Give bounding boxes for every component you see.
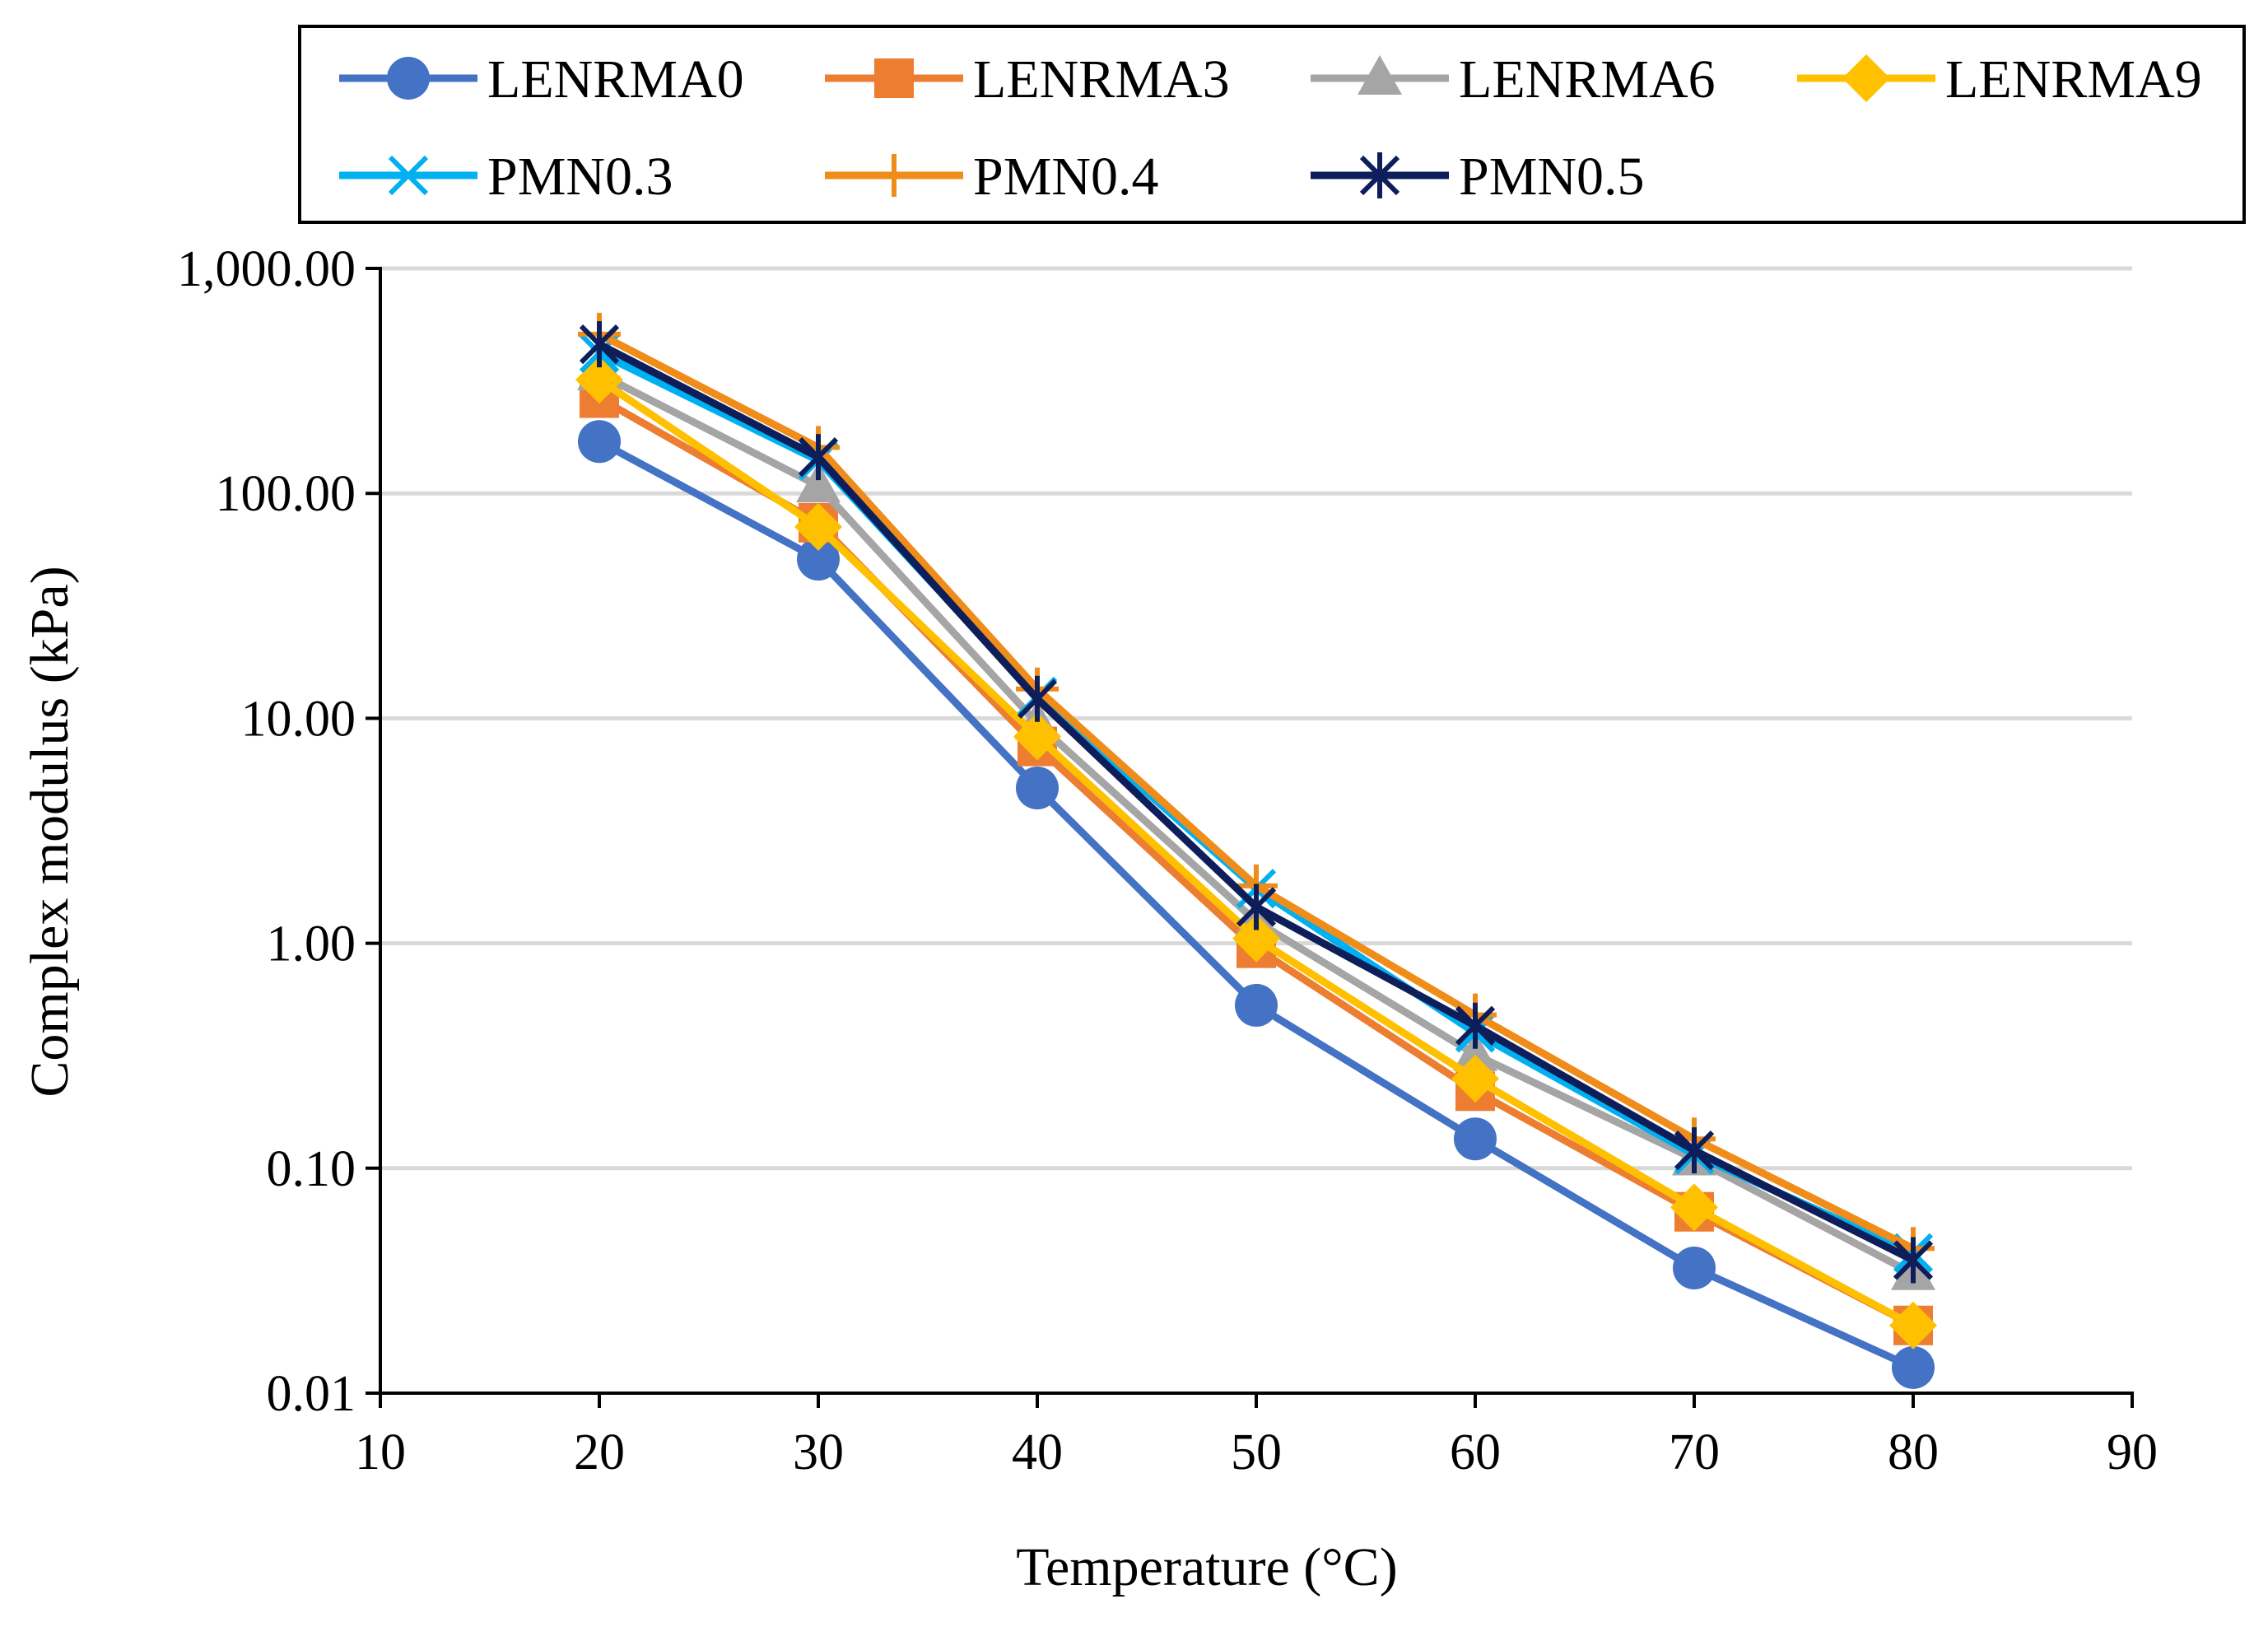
y-tick-label: 0.01	[267, 1366, 356, 1422]
legend-item-lenrma3: LENRMA3	[825, 49, 1230, 110]
legend-swatch-marker	[387, 57, 430, 100]
data-point-pmn0-5-marker	[1893, 1237, 1934, 1284]
y-tick-label: 10.00	[241, 691, 356, 747]
legend-frame	[298, 25, 2246, 224]
data-point-pmn0-5-marker	[1236, 883, 1277, 930]
legend-item-pmn0-5: PMN0.5	[1311, 147, 1645, 207]
data-point-pmn0-5-marker	[798, 434, 839, 481]
legend-item-lenrma0: LENRMA0	[339, 49, 744, 110]
legend-label: PMN0.5	[1459, 147, 1645, 207]
legend-swatch-marker	[874, 58, 914, 98]
data-point-pmn0-5-marker	[1674, 1127, 1715, 1174]
y-tick-label: 0.10	[267, 1141, 356, 1197]
data-point-lenrma9-marker	[794, 502, 842, 551]
data-point-lenrma9-marker	[1451, 1055, 1499, 1103]
series-lenrma9	[575, 356, 1937, 1350]
series-pmn0-5	[579, 321, 1934, 1284]
data-point-pmn0-5-marker	[1455, 1002, 1496, 1049]
data-point-lenrma9-marker	[1013, 712, 1061, 761]
y-tick-label: 100.00	[216, 466, 356, 522]
x-tick-label: 90	[2107, 1424, 2158, 1480]
legend-label: PMN0.4	[973, 147, 1159, 207]
legend-label: LENRMA0	[487, 49, 744, 110]
legend-item-pmn0-3: PMN0.3	[339, 147, 673, 207]
data-point-pmn0-5-marker	[1017, 675, 1058, 722]
gridlines	[380, 266, 2132, 1171]
data-point-lenrma9-marker	[1232, 914, 1280, 963]
data-point-lenrma0-marker	[1454, 1117, 1497, 1161]
x-tick-label: 80	[1888, 1424, 1939, 1480]
data-point-lenrma9-marker	[1889, 1301, 1937, 1350]
y-tick-label: 1.00	[267, 916, 356, 972]
series-group	[575, 312, 1937, 1389]
x-tick-label: 60	[1450, 1424, 1501, 1480]
legend-label: LENRMA3	[973, 49, 1230, 110]
legend-swatch-marker	[388, 155, 429, 196]
data-point-lenrma0-marker	[1892, 1345, 1935, 1389]
legend-label: LENRMA6	[1459, 49, 1716, 110]
legend: LENRMA0 LENRMA3 LENRMA6 LENRMA9 PMN0.3 PMN0.4…	[298, 25, 2246, 224]
data-point-lenrma9-marker	[1670, 1183, 1718, 1232]
data-point-lenrma6-marker	[796, 463, 841, 503]
legend-item-pmn0-4: PMN0.4	[825, 147, 1159, 207]
legend-swatch-marker	[1842, 54, 1890, 102]
data-point-lenrma0-marker	[578, 420, 621, 464]
data-point-pmn0-5-marker	[579, 321, 620, 368]
data-point-lenrma0-marker	[1016, 767, 1059, 810]
y-tick-label: 1,000.00	[177, 241, 356, 297]
legend-item-lenrma9: LENRMA9	[1797, 49, 2202, 110]
legend-item-lenrma6: LENRMA6	[1311, 49, 1716, 110]
legend-label: PMN0.3	[487, 147, 673, 207]
legend-swatch-marker	[873, 154, 915, 197]
x-tick-label: 70	[1669, 1424, 1720, 1480]
data-point-lenrma6-marker	[1453, 1031, 1497, 1071]
data-point-lenrma0-marker	[797, 538, 840, 581]
legend-swatch-marker	[1359, 152, 1400, 198]
x-tick-label: 30	[793, 1424, 844, 1480]
data-point-lenrma0-marker	[1673, 1247, 1716, 1290]
x-tick-label: 20	[574, 1424, 625, 1480]
series-lenrma0	[578, 420, 1935, 1389]
x-tick-label: 10	[355, 1424, 406, 1480]
x-tick-label: 50	[1231, 1424, 1282, 1480]
legend-swatch-marker	[1358, 55, 1402, 95]
y-axis-title: Complex modulus (kPa)	[20, 566, 80, 1097]
x-tick-label: 40	[1012, 1424, 1063, 1480]
legend-label: LENRMA9	[1945, 49, 2202, 110]
data-point-lenrma0-marker	[1235, 983, 1278, 1027]
x-axis-title: Temperature (°C)	[1016, 1537, 1397, 1597]
